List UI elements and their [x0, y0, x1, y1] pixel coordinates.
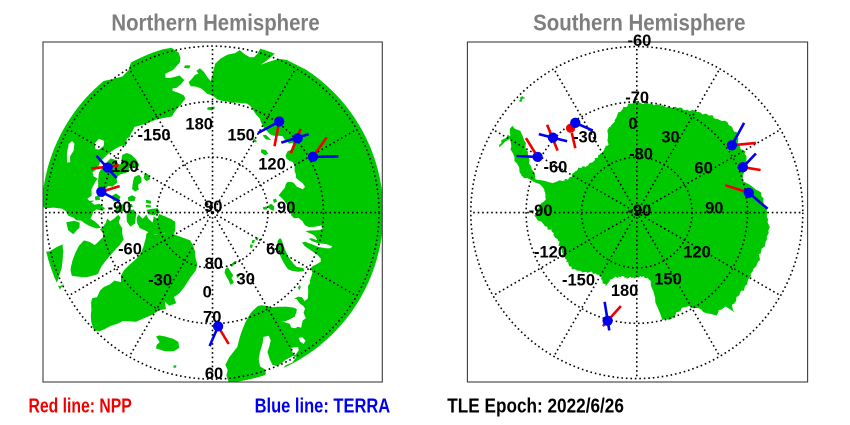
svg-text:0: 0	[628, 115, 637, 133]
svg-text:30: 30	[237, 271, 255, 289]
svg-text:80: 80	[205, 255, 223, 273]
svg-text:30: 30	[661, 128, 679, 146]
svg-text:90: 90	[204, 198, 222, 216]
svg-text:60: 60	[266, 240, 284, 258]
svg-text:-30: -30	[573, 128, 597, 146]
svg-text:Northern Hemisphere: Northern Hemisphere	[111, 10, 319, 36]
svg-text:-30: -30	[148, 272, 172, 290]
svg-text:-60: -60	[118, 240, 142, 258]
svg-text:TLE Epoch: 2022/6/26: TLE Epoch: 2022/6/26	[447, 394, 624, 417]
svg-text:120: 120	[683, 243, 711, 261]
svg-text:-90: -90	[529, 202, 553, 220]
svg-text:60: 60	[205, 365, 223, 383]
svg-text:Blue line: TERRA: Blue line: TERRA	[255, 394, 391, 417]
svg-text:-120: -120	[534, 243, 567, 261]
svg-text:120: 120	[258, 156, 286, 174]
svg-text:180: 180	[185, 115, 213, 133]
svg-text:-80: -80	[629, 145, 653, 163]
svg-text:-150: -150	[137, 127, 170, 145]
svg-text:-90: -90	[108, 199, 132, 217]
svg-text:Red line: NPP: Red line: NPP	[29, 394, 132, 417]
svg-text:90: 90	[705, 200, 723, 218]
svg-text:60: 60	[694, 159, 712, 177]
svg-text:-120: -120	[105, 158, 138, 176]
svg-text:-90: -90	[627, 202, 651, 220]
svg-text:180: 180	[611, 282, 639, 300]
svg-text:Southern Hemisphere: Southern Hemisphere	[533, 10, 745, 36]
svg-text:0: 0	[203, 283, 212, 301]
svg-text:150: 150	[227, 127, 255, 145]
svg-text:-150: -150	[562, 271, 595, 289]
svg-text:90: 90	[277, 199, 295, 217]
svg-text:-70: -70	[625, 89, 649, 107]
svg-text:-60: -60	[543, 158, 567, 176]
svg-text:-60: -60	[627, 32, 651, 50]
svg-text:150: 150	[654, 270, 682, 288]
